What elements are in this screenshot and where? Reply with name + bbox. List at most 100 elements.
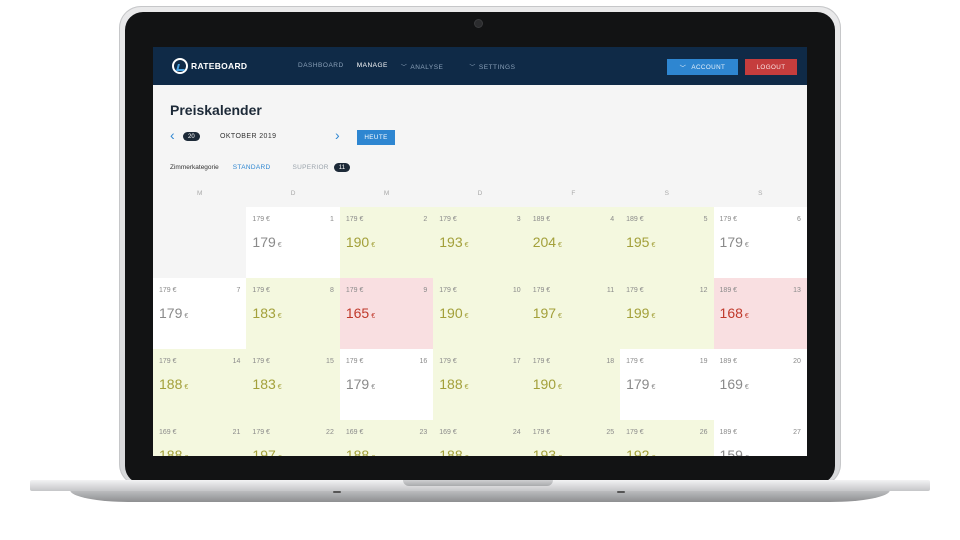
currency-symbol: € [464,242,469,249]
category-standard-tab[interactable]: STANDARD [232,164,271,171]
calendar-day-cell[interactable]: 169 € 23 188€ [339,420,434,456]
chevron-left-icon[interactable]: ‹ [170,127,175,143]
day-number: 17 [512,358,521,365]
suggested-price: 197€ [252,447,281,456]
day-number: 12 [699,287,708,294]
calendar-day-cell[interactable]: 189 € 27 159€ [713,420,807,456]
laptop-foot [617,491,625,493]
day-number: 24 [512,429,521,436]
brand-logo[interactable]: RATEBOARD [172,58,247,74]
day-number: 5 [703,216,708,223]
laptop-notch [403,480,553,486]
base-price: 179 € [626,287,644,294]
day-number: 16 [419,358,428,365]
currency-symbol: € [464,313,469,320]
base-price: 179 € [252,358,270,365]
day-number: 26 [699,429,708,436]
base-price: 179 € [439,287,457,294]
currency-symbol: € [184,313,189,320]
weekday-label: D [477,190,483,197]
laptop-foot [333,491,341,493]
calendar-day-cell[interactable]: 179 € 12 199 € [620,278,714,349]
nav-manage[interactable]: MANAGE [356,62,388,69]
nav-analyse[interactable]: ﹀ ANALYSE [401,62,457,71]
calendar-day-cell [153,207,247,278]
month-label: OKTOBER 2019 [220,133,277,140]
suggested-price: 190 € [345,234,376,250]
day-number: 8 [329,287,334,294]
suggested-price: 179 € [159,305,189,321]
currency-symbol: € [371,455,375,456]
day-number: 23 [419,429,428,436]
calendar-day-cell[interactable]: 179 € 9 165 € [339,278,434,349]
currency-symbol: € [558,313,562,320]
currency-symbol: € [651,455,655,456]
currency-symbol: € [465,455,469,456]
calendar-day-cell[interactable]: 179 € 16 179 € [339,349,434,420]
currency-symbol: € [277,313,282,320]
day-number: 13 [793,287,801,294]
base-price: 179 € [439,358,457,365]
currency-symbol: € [184,455,188,456]
day-number: 6 [797,216,801,223]
currency-symbol: € [651,242,656,249]
calendar-day-cell[interactable]: 179 € 18 190 € [526,349,621,420]
calendar-day-cell[interactable]: 189 € 20 169 € [713,349,807,420]
app-screen: RATEBOARD DASHBOARD MANAGE ﹀ ANALYSE ﹀ SET… [153,47,807,456]
calendar-day-cell[interactable]: 179 € 22 197€ [246,420,340,456]
today-button[interactable]: HEUTE [357,130,395,145]
calendar-day-cell[interactable]: 179 € 19 179 € [620,349,714,420]
nav-settings[interactable]: ﹀ SETTINGS [469,62,528,71]
base-price: 179 € [532,429,551,436]
calendar-day-cell[interactable]: 169 € 21 188€ [153,420,247,456]
base-price: 189 € [719,429,738,436]
day-number: 19 [699,358,708,365]
day-number: 25 [606,429,615,436]
page-title: Preiskalender [170,102,262,118]
calendar-grid: 179 €1 179 €179 €2 190 € 179 € 3 193 € 189 €4 204 €… [153,207,807,456]
camera-icon [475,20,482,27]
currency-symbol: € [744,242,749,249]
nav-settings-label: SETTINGS [478,64,516,71]
currency-symbol: € [277,242,282,249]
suggested-price: 179 € [626,376,656,392]
calendar-day-cell[interactable]: 189 € 13 168 € [713,278,807,349]
base-price: 179 € [626,358,644,365]
calendar-day-cell[interactable]: 179 € 3 193 € [433,207,527,278]
calendar-day-cell[interactable]: 179 € 8 183 € [246,278,340,349]
logout-button[interactable]: LOGOUT [745,59,797,75]
category-superior-tab[interactable]: SUPERIOR [292,164,329,171]
currency-symbol: € [558,242,562,249]
day-number: 15 [326,358,334,365]
day-number: 3 [516,216,521,223]
currency-symbol: € [464,384,469,391]
calendar-day-cell[interactable]: 179 € 11 197 € [526,278,621,349]
calendar-day-cell[interactable]: 179 € 1 179 € [246,207,340,278]
base-price: 189 € [719,287,738,294]
calendar-day-cell[interactable]: 179 € 7 179 € [153,278,247,349]
chevron-right-icon[interactable]: › [335,127,340,143]
weekday-label: D [290,190,296,197]
calendar-day-cell[interactable]: 179 € 14 188 € [153,349,247,420]
calendar-day-cell[interactable]: 179 € 25 193€ [526,420,621,456]
account-button[interactable]: ﹀ ACCOUNT [667,59,738,75]
calendar-day-cell[interactable]: 179 € 6 179 € [713,207,807,278]
base-price: 179 € [439,216,457,223]
calendar-day-cell[interactable]: 179 € 26 192€ [620,420,714,456]
calendar-day-cell[interactable]: 179 € 10 190 € [433,278,527,349]
calendar-day-cell[interactable]: 169 € 24 188€ [433,420,527,456]
base-price: 189 € [532,216,551,223]
base-price: 179 € [252,216,270,223]
nav-dashboard[interactable]: DASHBOARD [298,62,344,69]
suggested-price: 183 € [252,376,282,392]
suggested-price: 188€ [439,447,468,456]
base-price: 179 € [532,287,551,294]
calendar-day-cell[interactable]: 179 € 2 190 € [339,207,434,278]
calendar-day-cell[interactable]: 179 € 17 188 € [433,349,527,420]
calendar-day-cell[interactable]: 179 € 15 183 € [246,349,340,420]
calendar-day-cell[interactable]: 189 € 4 204 € [526,207,621,278]
base-price: 179 € [719,216,738,223]
day-number: 7 [236,287,241,294]
suggested-price: 193€ [533,447,562,456]
calendar-day-cell[interactable]: 189 € 5 195 € [620,207,714,278]
